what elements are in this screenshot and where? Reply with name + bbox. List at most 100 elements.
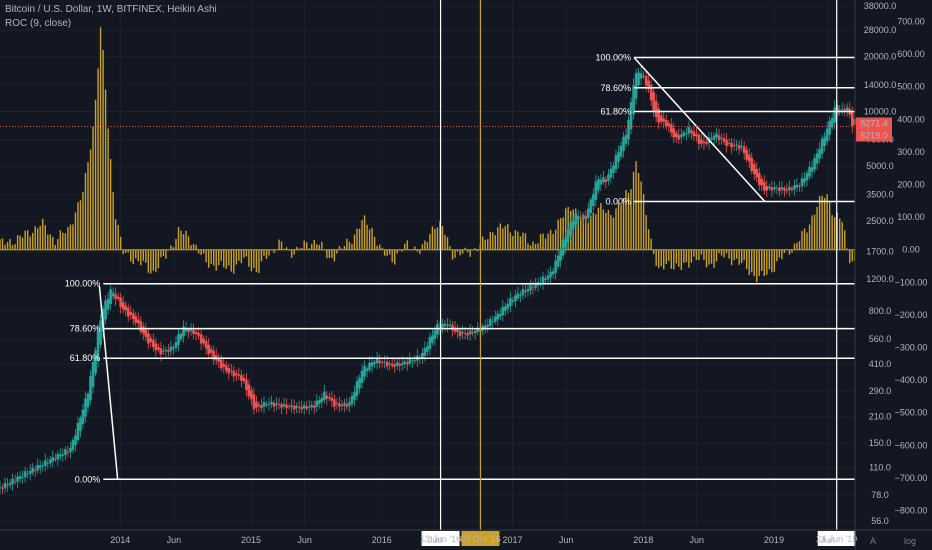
vertical-marker-label-bg <box>461 531 500 546</box>
candle-body <box>627 120 630 140</box>
roc-bar <box>617 202 620 250</box>
candle-body <box>845 107 849 111</box>
roc-bar <box>776 249 778 262</box>
candle-body <box>715 133 718 138</box>
roc-bar <box>715 249 718 262</box>
roc-bar <box>293 249 295 255</box>
candle-body <box>614 154 618 170</box>
indicator-title[interactable]: ROC (9, close) <box>5 18 72 29</box>
candle-body <box>519 294 522 296</box>
candle-body <box>649 84 653 101</box>
roc-bar <box>738 249 740 265</box>
candle-body <box>720 137 723 139</box>
roc-bar <box>411 249 414 251</box>
roc-bar <box>270 249 273 251</box>
candle-body <box>257 404 261 407</box>
candle-body <box>752 164 756 174</box>
price-tick-label: 560.0 <box>869 334 892 344</box>
candle-body <box>722 138 726 142</box>
candle-body <box>456 329 459 332</box>
candle-body <box>315 400 319 407</box>
roc-bar <box>404 243 406 250</box>
candle-body <box>154 343 158 351</box>
roc-bar <box>290 249 293 258</box>
candle-body <box>695 133 698 137</box>
candle-body <box>335 402 339 404</box>
roc-bar <box>177 226 180 250</box>
candle-body <box>682 132 686 136</box>
candle-body <box>639 73 643 79</box>
candle-body <box>833 107 836 123</box>
candle-body <box>815 153 819 164</box>
roc-bar <box>230 249 232 272</box>
price-tick-label: 5000.0 <box>866 161 894 171</box>
roc-bar <box>197 249 200 254</box>
candle-body <box>292 405 296 410</box>
candle-body <box>167 350 170 352</box>
price-tick-label: 290.0 <box>869 386 892 396</box>
candle-body <box>265 404 268 405</box>
vertical-marker-label: 03 Oct '16 <box>460 534 501 544</box>
candle-body <box>428 337 432 349</box>
candle-body <box>41 465 45 467</box>
roc-bar <box>429 233 431 250</box>
candle-body <box>89 376 92 401</box>
roc-bar <box>466 249 469 253</box>
candle-body <box>297 406 301 408</box>
roc-bar <box>456 249 459 252</box>
candle-body <box>629 102 633 130</box>
candle-body <box>576 216 580 219</box>
roc-bar <box>165 249 167 259</box>
time-tick-label: 2018 <box>633 535 653 545</box>
roc-bar <box>590 215 592 250</box>
roc-bar <box>308 248 310 250</box>
roc-bar <box>160 249 162 258</box>
roc-bar <box>758 249 760 277</box>
candle-body <box>499 314 502 317</box>
roc-bar <box>135 249 137 259</box>
roc-bar <box>321 241 323 250</box>
candle-body <box>690 130 693 134</box>
roc-bar <box>341 248 343 250</box>
candle-body <box>28 471 32 475</box>
candle-body <box>803 178 806 183</box>
candle-body <box>426 346 429 352</box>
roc-bar <box>306 242 308 250</box>
candle-body <box>217 357 221 362</box>
candle-body <box>599 179 603 185</box>
candle-body <box>345 404 349 407</box>
symbol-title[interactable]: Bitcoin / U.S. Dollar, 1W, BITFINEX, Hei… <box>5 4 217 15</box>
roc-bar <box>278 239 280 250</box>
roc-bar <box>597 207 600 250</box>
roc-bar <box>735 249 738 259</box>
roc-bar <box>529 245 532 250</box>
roc-bar <box>378 244 381 250</box>
candle-body <box>302 404 306 409</box>
candle-body <box>317 400 321 404</box>
vertical-marker-label-bg <box>817 531 856 546</box>
candle-body <box>529 284 532 291</box>
vertical-marker-label: 13 Jun '16 <box>420 534 461 544</box>
candle-body <box>131 313 135 320</box>
candle-body <box>197 332 200 336</box>
candle-body <box>453 327 457 332</box>
roc-bar <box>461 249 464 254</box>
roc-bar <box>544 238 547 250</box>
roc-bar <box>371 227 373 250</box>
log-scale-icon[interactable]: log <box>903 536 916 546</box>
roc-bar <box>363 215 366 250</box>
candle-body <box>448 324 452 326</box>
roc-tick-label: 700.00 <box>897 17 925 27</box>
roc-bar <box>512 236 514 250</box>
roc-bar <box>233 249 235 274</box>
roc-bar <box>368 229 371 250</box>
roc-bar <box>87 162 89 250</box>
candle-body <box>157 346 160 350</box>
time-tick-label: Jun <box>559 535 574 545</box>
auto-scale-icon[interactable]: A <box>869 536 876 546</box>
fib-retracements[interactable]: 100.00% 78.60% 61.80% 0.00% 100.00% 78.60% 61.… <box>65 53 855 485</box>
roc-bar <box>454 249 456 258</box>
roc-bar <box>504 226 507 250</box>
